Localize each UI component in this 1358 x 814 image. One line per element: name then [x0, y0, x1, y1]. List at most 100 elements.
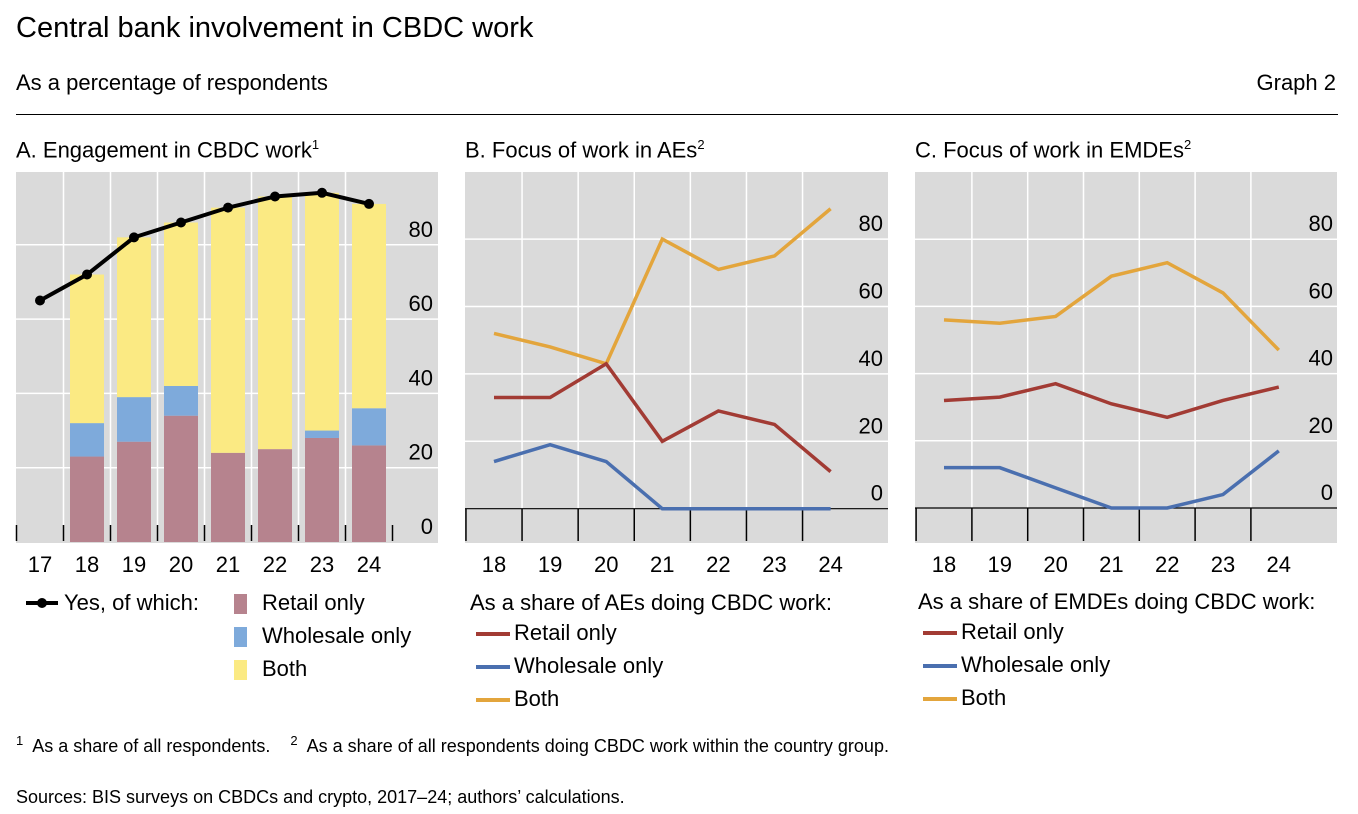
x-tick-label: 18	[932, 552, 956, 577]
x-tick-label: 19	[122, 552, 146, 577]
plot-area-b	[465, 172, 888, 543]
plot-area-c	[915, 172, 1337, 543]
x-tick-label: 22	[706, 552, 730, 577]
y-tick-label: 20	[1309, 413, 1333, 438]
legend-both-swatch	[234, 660, 247, 680]
marker-yes	[317, 187, 327, 198]
graph-title: Central bank involvement in CBDC work	[16, 12, 534, 44]
x-tick-label: 20	[1043, 552, 1067, 577]
line-yes	[39, 190, 370, 303]
legend-c-title: As a share of EMDEs doing CBDC work:	[918, 589, 1316, 614]
legend-wholesale-swatch	[234, 627, 247, 647]
bar-both	[164, 222, 198, 386]
line-wholesale	[493, 442, 831, 511]
marker-yes	[223, 202, 233, 213]
line-wholesale	[944, 449, 1280, 510]
x-tick-label: 20	[594, 552, 618, 577]
marker-yes	[364, 198, 374, 209]
y-tick-label: 40	[859, 346, 883, 371]
legend-b-title: As a share of AEs doing CBDC work:	[470, 590, 832, 615]
marker-yes	[35, 295, 45, 306]
bar-retail	[211, 452, 245, 542]
y-tick-label: 0	[1321, 480, 1333, 505]
footnote-2-number: 2	[290, 733, 298, 748]
bar-retail	[305, 437, 339, 542]
x-tick-label: 21	[216, 552, 240, 577]
graph-number: Graph 2	[1256, 70, 1337, 95]
legend-c-wholesale-label: Wholesale only	[961, 652, 1111, 677]
panel-b-title-text: B. Focus of work in AEs	[465, 137, 698, 163]
legend-c-retail-line	[923, 631, 957, 635]
marker-yes	[82, 269, 92, 280]
sources-note: Sources: BIS surveys on CBDCs and crypto…	[16, 787, 625, 807]
x-tick-label: 20	[169, 552, 193, 577]
x-tick-label: 24	[818, 552, 842, 577]
bar-wholesale	[164, 385, 198, 416]
legend-c-retail-label: Retail only	[961, 619, 1064, 644]
panel-c-footnote-ref: 2	[1183, 137, 1192, 152]
x-tick-label: 23	[762, 552, 786, 577]
x-tick-label: 18	[75, 552, 99, 577]
y-tick-label: 80	[859, 211, 883, 236]
marker-yes	[270, 191, 280, 202]
y-tick-label: 60	[409, 291, 433, 316]
y-tick-label: 80	[1309, 211, 1333, 236]
marker-yes	[176, 217, 186, 228]
footnote-2-text: As a share of all respondents doing CBDC…	[306, 736, 889, 756]
x-tick-label: 24	[357, 552, 381, 577]
legend-retail-label: Retail only	[262, 590, 365, 615]
panel-a-title: A. Engagement in CBDC work1	[16, 137, 319, 163]
x-tick-label: 21	[1099, 552, 1123, 577]
panel-b-footnote-ref: 2	[697, 137, 705, 152]
panel-a-title-text: A. Engagement in CBDC work	[16, 137, 312, 163]
footnotes: 1 As a share of all respondents. 2 As a …	[16, 733, 889, 757]
y-tick-label: 20	[409, 440, 433, 465]
x-tick-label: 17	[28, 552, 52, 577]
x-tick-label: 24	[1267, 552, 1291, 577]
panel-c-title: C. Focus of work in EMDEs2	[915, 137, 1191, 163]
bar-retail	[70, 456, 104, 542]
y-tick-label: 80	[409, 217, 433, 242]
x-tick-label: 19	[988, 552, 1012, 577]
bar-retail	[258, 449, 292, 542]
x-tick-label: 23	[1211, 552, 1235, 577]
legend-b-wholesale-line	[476, 665, 510, 669]
x-tick-label: 21	[650, 552, 674, 577]
bar-both	[305, 192, 339, 431]
line-retail	[943, 381, 1280, 420]
legend-c-both-line	[923, 697, 957, 701]
bar-both	[211, 207, 245, 453]
panel-b-title: B. Focus of work in AEs2	[465, 137, 705, 163]
bar-retail	[117, 441, 151, 542]
y-tick-label: 0	[421, 514, 433, 539]
x-tick-label: 18	[482, 552, 506, 577]
bar-both	[117, 237, 151, 398]
footnote-1-number: 1	[16, 733, 24, 748]
legend-both-label: Both	[262, 656, 308, 681]
bar-wholesale	[70, 423, 104, 457]
legend-b-wholesale-label: Wholesale only	[514, 653, 664, 678]
y-tick-label: 60	[1309, 278, 1333, 303]
legend-retail-swatch	[234, 594, 247, 614]
y-tick-label: 60	[859, 279, 883, 304]
y-tick-label: 40	[409, 365, 433, 390]
footnote-1-text: As a share of all respondents.	[32, 736, 271, 756]
y-tick-label: 0	[871, 481, 883, 506]
panel-a-footnote-ref: 1	[311, 137, 320, 152]
bar-retail	[164, 415, 198, 542]
line-retail	[494, 361, 832, 473]
x-tick-label: 22	[1155, 552, 1179, 577]
legend-yes-marker-icon	[26, 598, 58, 608]
legend-c-both-label: Both	[961, 685, 1007, 710]
x-tick-label: 22	[263, 552, 287, 577]
y-tick-label: 20	[859, 413, 883, 438]
legend-b-retail-label: Retail only	[514, 620, 617, 645]
bar-both	[258, 196, 292, 450]
graph-subtitle: As a percentage of respondents	[16, 70, 328, 95]
y-tick-label: 40	[1309, 346, 1333, 371]
legend-c-wholesale-line	[923, 664, 957, 668]
panel-c-title-text: C. Focus of work in EMDEs	[915, 137, 1184, 163]
legend-wholesale-label: Wholesale only	[262, 623, 412, 648]
